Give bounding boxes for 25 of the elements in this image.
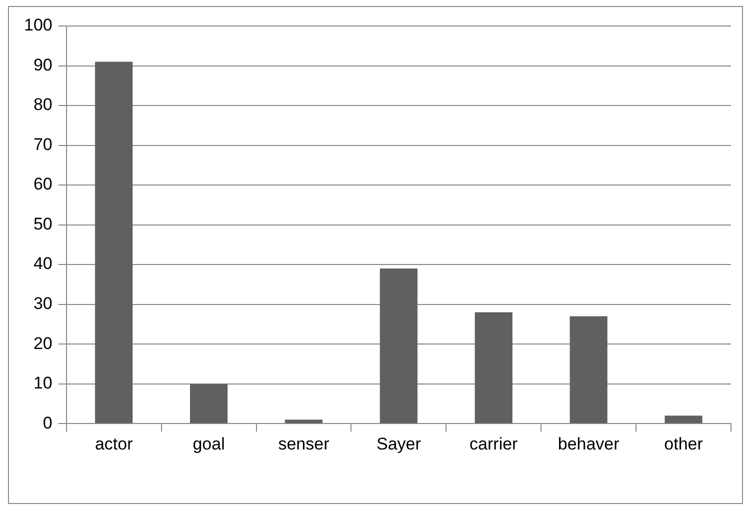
x-tick-label: other [664, 434, 704, 454]
y-tick-label: 50 [33, 214, 52, 234]
x-tick-label: senser [278, 434, 330, 454]
bar [190, 384, 228, 424]
bar [570, 316, 608, 424]
x-tick-label: behaver [558, 434, 620, 454]
y-tick-label: 20 [33, 334, 52, 353]
bar [474, 312, 512, 424]
y-tick-label: 100 [24, 16, 52, 35]
bar [380, 268, 418, 424]
y-tick-label: 60 [33, 174, 52, 194]
x-tick-label: Sayer [376, 434, 422, 454]
y-tick-label: 0 [42, 413, 52, 432]
y-tick-label: 30 [33, 294, 52, 314]
y-tick-label: 40 [33, 254, 52, 274]
x-tick-label: carrier [470, 434, 518, 454]
y-tick-label: 70 [33, 134, 52, 154]
bar [664, 416, 702, 424]
y-tick-label: 90 [33, 55, 52, 74]
bar [95, 62, 133, 424]
x-tick-label: actor [94, 434, 134, 454]
y-tick-label: 10 [33, 374, 52, 393]
y-tick-label: 80 [33, 95, 52, 114]
bar [284, 420, 323, 424]
x-tick-label: goal [192, 434, 225, 454]
